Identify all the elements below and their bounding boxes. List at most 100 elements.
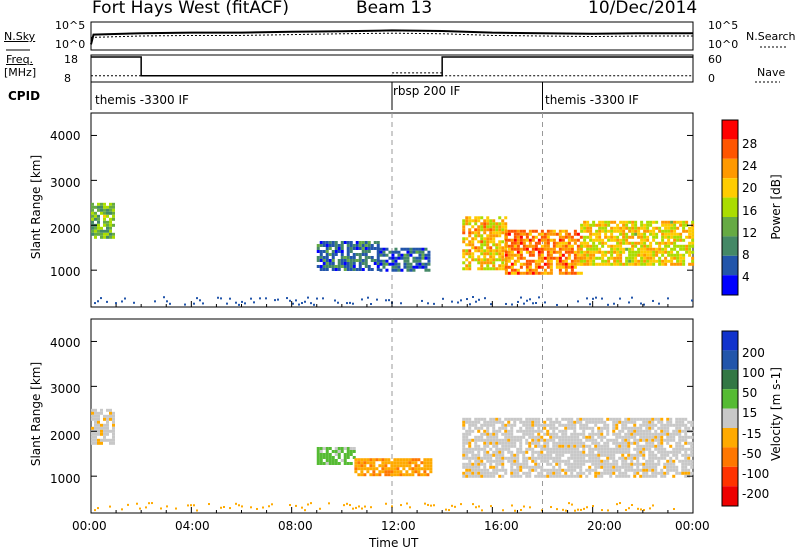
velocity-pixel (567, 456, 571, 460)
power-pixel (462, 240, 466, 244)
power-pixel (658, 262, 662, 266)
velocity-pixel (355, 506, 357, 509)
velocity-pixel (609, 468, 613, 472)
velocity-pixel (561, 432, 565, 436)
velocity-pixel (687, 456, 691, 460)
power-pixel (540, 247, 544, 251)
power-pixel (112, 214, 115, 218)
power-pixel (628, 253, 632, 257)
velocity-pixel (328, 446, 332, 450)
velocity-pixel (666, 432, 670, 436)
velocity-pixel (534, 438, 538, 442)
power-pixel (313, 303, 315, 306)
power-pixel (109, 217, 112, 221)
power-pixel (468, 249, 472, 253)
freq-panel-frame (90, 54, 694, 83)
velocity-pixel (645, 462, 649, 466)
power-pixel (610, 235, 614, 239)
power-pixel (109, 223, 112, 227)
velocity-pixel (537, 417, 541, 421)
velocity-pixel (360, 467, 364, 471)
power-pixel (498, 246, 502, 250)
velocity-pixel (645, 435, 649, 439)
power-pixel (646, 223, 650, 227)
velocity-pixel (492, 438, 496, 442)
power-pixel (412, 250, 416, 254)
power-pixel (510, 271, 514, 275)
velocity-pixel (585, 426, 589, 430)
velocity-pixel (465, 441, 469, 445)
velocity-pixel (579, 438, 583, 442)
velocity-pixel (585, 417, 589, 421)
velocity-pixel (624, 441, 628, 445)
velocity-pixel (562, 508, 564, 511)
velocity-pixel (579, 453, 583, 457)
velocity-pixel (537, 441, 541, 445)
velocity-pixel (660, 426, 664, 430)
power-pixel (472, 296, 474, 299)
velocity-pixel (607, 509, 609, 512)
velocity-pixel (588, 453, 592, 457)
velocity-pixel (334, 461, 338, 465)
velocity-pixel (549, 453, 553, 457)
velocity-pixel (570, 417, 574, 421)
power-pixel (421, 256, 425, 260)
power-pixel (652, 253, 656, 257)
power-pixel (480, 240, 484, 244)
velocity-pixel (468, 465, 472, 469)
power-pixel (679, 223, 683, 227)
power-pixel (489, 252, 493, 256)
power-pixel (94, 211, 97, 215)
power-pixel (679, 235, 683, 239)
velocity-pixel (429, 461, 433, 465)
velocity-pixel (552, 432, 556, 436)
power-pixel (555, 262, 559, 266)
velocity-pixel (516, 450, 520, 454)
velocity-pixel (567, 420, 571, 424)
power-pixel (295, 299, 297, 302)
velocity-pixel (624, 465, 628, 469)
power-pixel (507, 271, 511, 275)
power-pixel (682, 238, 686, 242)
velocity-pixel (600, 450, 604, 454)
velocity-pixel (556, 508, 558, 511)
power-pixel (637, 262, 641, 266)
power-pixel (100, 205, 103, 209)
power-pixel (364, 249, 368, 253)
power-pixel (691, 299, 693, 302)
velocity-pixel (642, 471, 646, 475)
velocity-pixel (681, 420, 685, 424)
power-pixel (97, 205, 100, 209)
power-pixel (364, 261, 368, 265)
power-pixel (634, 244, 638, 248)
power-pixel (334, 249, 338, 253)
velocity-pixel (628, 507, 630, 510)
velocity-pixel (528, 429, 532, 433)
velocity-pixel (606, 426, 610, 430)
velocity-pixel (480, 423, 484, 427)
velocity-pixel (669, 435, 673, 439)
power-pixel (640, 259, 644, 263)
power-pixel (391, 256, 395, 260)
power-pixel (646, 238, 650, 242)
nave-line (91, 72, 693, 77)
power-pixel (391, 259, 395, 263)
power-pixel (466, 298, 468, 301)
power-pixel (561, 244, 565, 248)
power-pixel (528, 229, 532, 233)
velocity-pixel (474, 426, 478, 430)
velocity-pixel (531, 429, 535, 433)
velocity-pixel (384, 461, 388, 465)
power-pixel (673, 232, 677, 236)
power-pixel (415, 250, 419, 254)
velocity-pixel (687, 435, 691, 439)
power-pixel (169, 302, 171, 305)
velocity-pixel (489, 435, 493, 439)
power-pixel (655, 232, 659, 236)
velocity-pixel (513, 453, 517, 457)
velocity-pixel (495, 459, 499, 463)
power-pixel (540, 238, 544, 242)
power-pixel (385, 247, 389, 251)
velocity-pixel (666, 429, 670, 433)
